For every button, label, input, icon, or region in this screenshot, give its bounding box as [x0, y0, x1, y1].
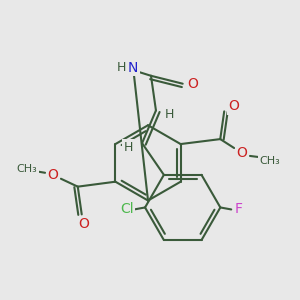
Text: O: O [237, 146, 248, 160]
Text: CH₃: CH₃ [260, 156, 280, 166]
Text: H: H [124, 141, 133, 154]
Text: Cl: Cl [120, 202, 134, 216]
Text: H: H [117, 61, 126, 74]
Text: O: O [229, 99, 240, 113]
Text: O: O [187, 77, 198, 91]
Text: CH₃: CH₃ [17, 164, 38, 174]
Text: O: O [48, 168, 58, 182]
Text: O: O [78, 217, 89, 231]
Text: H: H [165, 108, 175, 121]
Text: N: N [128, 61, 138, 75]
Text: F: F [234, 202, 242, 216]
